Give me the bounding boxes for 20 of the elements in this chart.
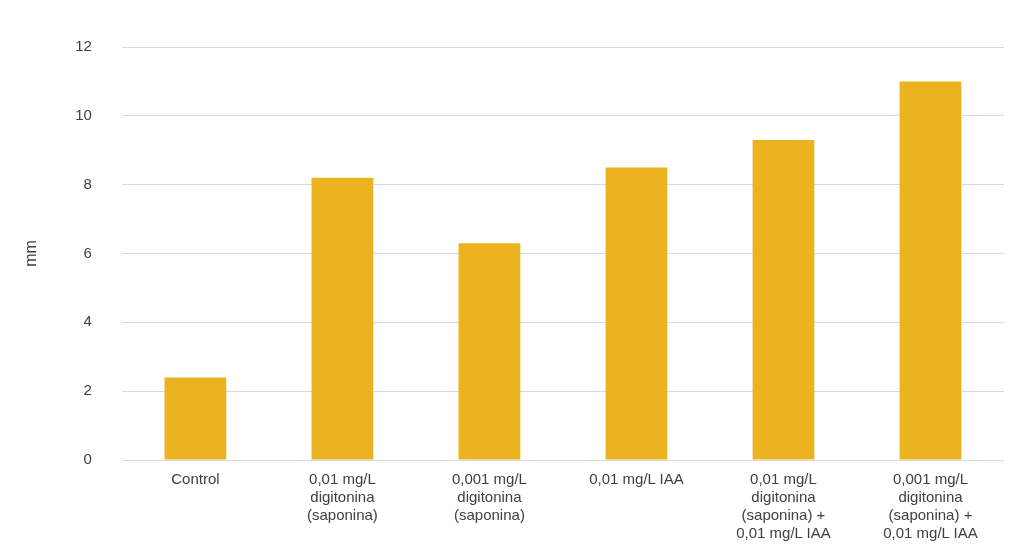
- x-tick-label: 0,001 mg/L digitonina (saponina): [451, 470, 527, 524]
- y-tick-label: 10: [75, 105, 92, 123]
- y-tick-label: 2: [83, 381, 92, 399]
- bar: [311, 177, 374, 460]
- y-tick-label: 8: [83, 174, 92, 192]
- bar: [164, 377, 227, 460]
- y-axis-title: mm: [22, 240, 40, 267]
- x-tick-label: 0,01 mg/L digitonina (saponina) + 0,01 mg/L IAA: [736, 470, 831, 542]
- x-tick-label: 0,01 mg/L digitonina (saponina): [306, 470, 378, 524]
- y-tick-label: 0: [83, 450, 92, 468]
- x-tick-label: Control: [171, 470, 220, 488]
- y-tick-label: 6: [83, 243, 92, 261]
- y-tick-label: 4: [83, 312, 92, 330]
- bar: [605, 167, 668, 460]
- bar: [458, 243, 521, 460]
- x-tick-label: 0,001 mg/L digitonina (saponina) + 0,01 mg/L IAA: [883, 470, 978, 542]
- bar: [899, 81, 962, 460]
- bar: [752, 139, 815, 460]
- y-tick-label: 12: [75, 37, 92, 55]
- x-tick-label: 0,01 mg/L IAA: [589, 470, 684, 488]
